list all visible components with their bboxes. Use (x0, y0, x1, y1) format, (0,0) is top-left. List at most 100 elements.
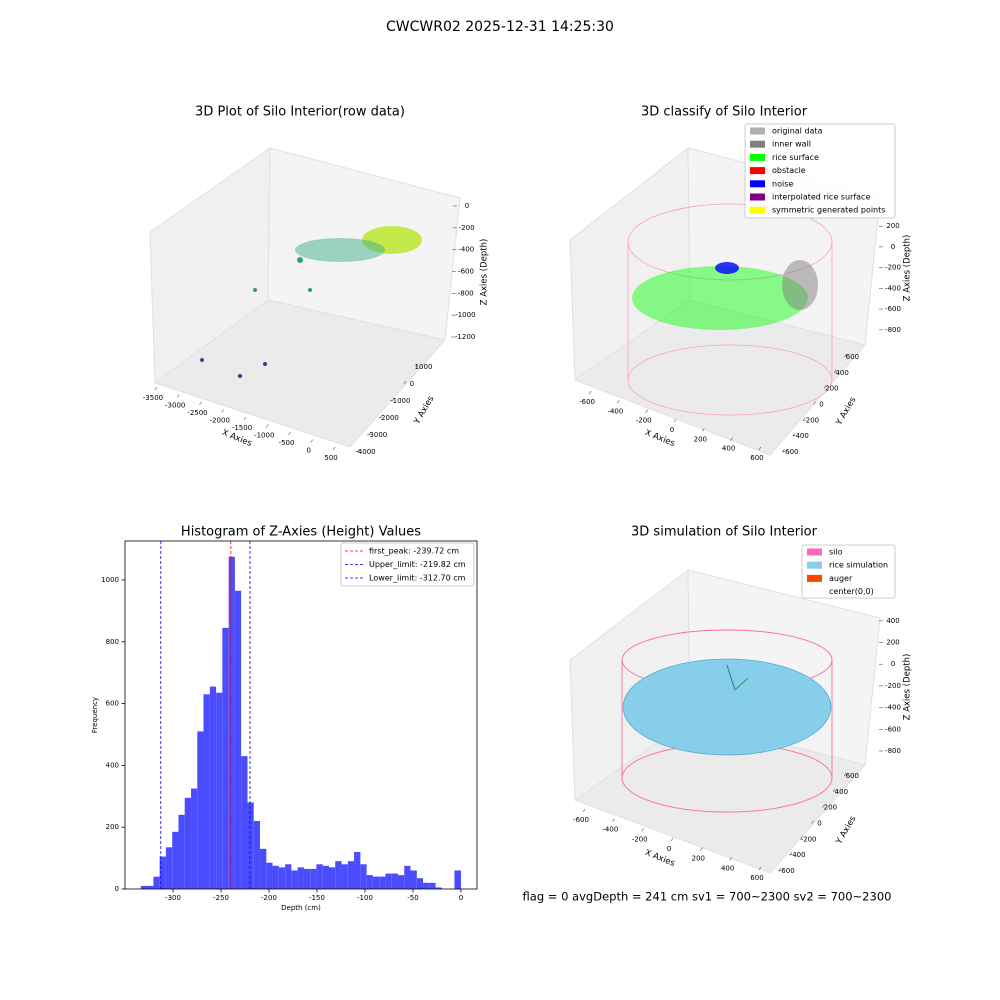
legend-label: symmetric generated points (772, 206, 885, 215)
histogram-bar (303, 868, 311, 889)
y-tick-mark (844, 353, 847, 358)
z-tick-label: 200 (886, 639, 899, 647)
y-tick-label: 1000 (101, 576, 119, 584)
x-tick-label: -600 (573, 816, 589, 824)
histogram-bar (140, 885, 148, 889)
x-tick-label: -2000 (210, 417, 230, 425)
y-tick-mark (800, 836, 803, 840)
x-tick-label: 600 (750, 874, 763, 882)
histogram-bar (316, 864, 323, 889)
y-tick-label: 1000 (415, 363, 433, 371)
z-tick-label: -200 (885, 682, 901, 690)
x-tick-mark (612, 818, 615, 822)
x-tick-label: -1000 (254, 432, 274, 440)
x-tick-mark (154, 386, 158, 391)
x-tick-mark (310, 439, 314, 443)
y-tick-label: -600 (779, 867, 795, 875)
x-tick-label: 0 (667, 845, 671, 853)
histogram-bar (297, 867, 304, 889)
x-tick-mark (758, 866, 762, 871)
legend-label: first_peak: -239.72 cm (369, 547, 459, 556)
x-tick-label: -150 (309, 894, 325, 902)
legend-swatch (750, 206, 765, 214)
legend-label: center(0,0) (829, 587, 874, 596)
panel4-panes (569, 568, 881, 874)
y-tick-label: 600 (106, 700, 119, 708)
x-tick-mark (266, 424, 269, 428)
z-tick-label: -400 (885, 704, 901, 712)
y-tick-mark (789, 852, 792, 856)
histogram-bar (347, 861, 355, 889)
y-tick-mark (792, 433, 796, 437)
y-tick-label: 600 (846, 353, 859, 361)
panel-title: Histogram of Z-Axies (Height) Values (181, 525, 421, 540)
histogram-bar (366, 875, 373, 889)
x-tick-label: -1500 (232, 424, 252, 432)
legend-label: silo (829, 548, 843, 557)
y-tick-label: 400 (106, 761, 119, 769)
histogram-bar (328, 867, 336, 889)
panel-title: 3D Plot of Silo Interior(row data) (195, 105, 405, 120)
z-tick-label: -1200 (455, 333, 475, 341)
x-tick-label: -3000 (165, 402, 185, 410)
axes-frame (124, 540, 478, 890)
legend-swatch (750, 180, 765, 188)
histogram-bar (222, 627, 229, 889)
x-tick-mark (673, 418, 677, 423)
histogram-bar (360, 864, 367, 889)
histogram-bar (197, 731, 204, 889)
x-tick-mark (288, 431, 291, 436)
histogram-bar (291, 870, 298, 889)
x-tick-label: 600 (750, 454, 763, 462)
y-tick-mark (833, 369, 837, 373)
legend-label: rice simulation (829, 561, 888, 570)
legend-swatch (750, 167, 765, 175)
y-tick-mark (380, 414, 383, 419)
histogram-bar (397, 875, 405, 889)
x-tick-mark (670, 837, 674, 842)
z-tick-label: 400 (886, 617, 899, 625)
legend-box (340, 542, 475, 587)
legend-box (744, 123, 896, 219)
z-tick-label: -800 (458, 289, 474, 297)
legend-swatch (750, 193, 765, 201)
z-tick-label: 0 (465, 202, 469, 210)
x-tick-label: -3500 (143, 394, 163, 402)
y-tick-label: -400 (790, 851, 806, 859)
x-tick-label: -100 (357, 894, 373, 902)
histogram-bar (404, 865, 411, 889)
y-tick-mark (357, 448, 360, 453)
x-tick-label: -600 (579, 398, 595, 406)
y-tick-mark (822, 804, 825, 808)
histogram-bar (191, 788, 198, 889)
y-tick-label: -4000 (355, 448, 375, 456)
y-tick-label: -3000 (367, 431, 387, 439)
z-tick-label: -800 (885, 326, 901, 334)
footer-status: flag = 0 avgDepth = 241 cm sv1 = 700~230… (523, 890, 892, 904)
z-tick-label: -600 (885, 725, 901, 733)
histogram-bar (266, 862, 273, 889)
legend-box (801, 544, 896, 599)
legend-swatch (807, 561, 822, 569)
z-tick-label: -1000 (455, 311, 475, 319)
x-tick-mark (176, 394, 180, 398)
y-tick-mark (368, 431, 372, 436)
panel-title: 3D simulation of Silo Interior (631, 525, 818, 540)
x-tick-mark (702, 428, 705, 432)
histogram-bar (285, 864, 292, 889)
legend-swatch (750, 127, 765, 135)
x-tick-label: 200 (692, 855, 705, 863)
x-tick-label: -250 (213, 894, 229, 902)
histogram-bar (203, 694, 210, 889)
legend-label: rice surface (772, 153, 819, 162)
y-tick-mark (403, 380, 407, 385)
histogram-bar (228, 556, 235, 889)
y-tick-mark (802, 417, 806, 421)
y-tick-mark (813, 401, 816, 405)
y-tick-label: -200 (801, 835, 817, 843)
x-tick-label: 0 (307, 447, 311, 455)
histogram-bar (178, 814, 185, 889)
y-tick-label: -400 (793, 432, 809, 440)
histogram-bar (423, 882, 430, 889)
panel-title: 3D classify of Silo Interior (641, 105, 808, 120)
